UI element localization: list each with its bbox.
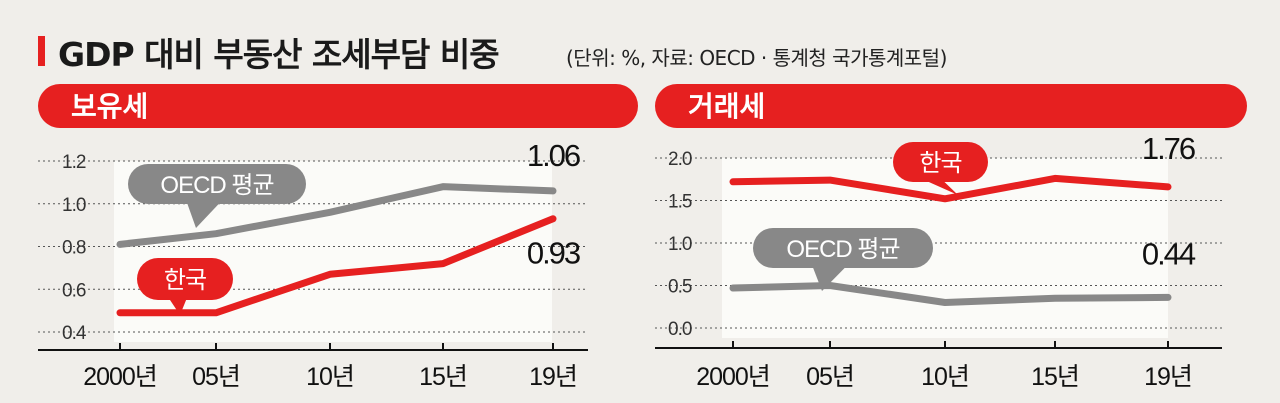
x-tick-label: 2000년: [696, 363, 770, 391]
page-title: GDP 대비 부동산 조세부담 비중: [58, 35, 500, 74]
korea-series-line: [116, 215, 557, 317]
x-tick-label: 15년: [419, 363, 467, 391]
oecd-legend-label: OECD 평균: [160, 172, 273, 199]
source-note: (단위: %, 자료: OECD · 통계청 국가통계포털): [566, 46, 947, 70]
oecd-bubble: [753, 228, 933, 268]
korea-bubble: [137, 258, 233, 300]
oecd-bubble-tail: [186, 202, 221, 228]
panel-header-pill: [655, 84, 1247, 128]
y-tick-label: 1.5: [668, 192, 692, 213]
x-tick-label: 19년: [529, 363, 577, 391]
korea-series-line: [729, 174, 1172, 203]
panel-header-title: 거래세: [688, 91, 765, 122]
korea-bubble-tail: [168, 298, 187, 315]
x-tick-label: 05년: [192, 363, 240, 391]
y-tick-label: 1.0: [62, 195, 86, 216]
panel-header-pill: [38, 84, 638, 128]
korea-bubble-tail: [924, 180, 958, 195]
x-tick-label: 05년: [806, 363, 854, 391]
x-tick-label: 10년: [921, 363, 969, 391]
korea-legend-label: 한국: [164, 267, 206, 294]
y-tick-label: 0.4: [62, 323, 87, 344]
x-tick-label: 2000년: [83, 363, 157, 391]
oecd-series-line: [729, 282, 1172, 306]
korea-bubble: [893, 142, 988, 182]
y-tick-label: 1.2: [62, 152, 86, 173]
x-tick-label: 19년: [1144, 363, 1192, 391]
oecd-legend-label: OECD 평균: [786, 236, 899, 263]
y-tick-label: 1.0: [668, 234, 692, 255]
y-tick-label: 0.5: [668, 277, 692, 298]
end-value-label: 0.93: [527, 236, 580, 271]
y-tick-label: 0.0: [668, 319, 692, 340]
x-tick-label: 10년: [306, 363, 354, 391]
y-tick-label: 0.6: [62, 280, 86, 301]
oecd-bubble: [128, 164, 306, 204]
panel-header-title: 보유세: [71, 91, 148, 122]
x-tick-label: 15년: [1031, 363, 1079, 391]
oecd-series-line: [116, 183, 557, 248]
korea-legend-label: 한국: [919, 150, 961, 177]
end-value-label: 0.44: [1142, 236, 1196, 271]
oecd-bubble-tail: [812, 266, 847, 291]
y-tick-label: 0.8: [62, 238, 86, 259]
y-tick-label: 2.0: [668, 149, 692, 170]
title-accent-bar: [38, 36, 45, 66]
end-value-label: 1.76: [1142, 131, 1195, 166]
end-value-label: 1.06: [527, 138, 580, 173]
